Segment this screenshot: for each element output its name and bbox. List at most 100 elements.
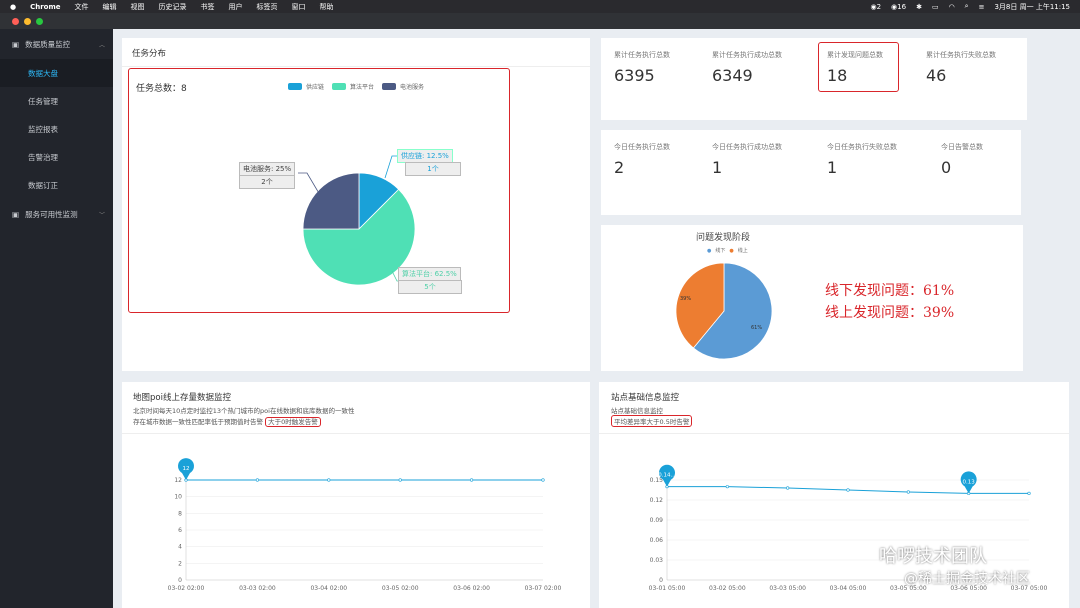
value-marker-pin — [659, 464, 675, 487]
problem-legend: ● 线下 ● 线上 — [707, 247, 748, 255]
y-tick-label: 0.09 — [650, 517, 664, 524]
menu-edit[interactable]: 编辑 — [102, 2, 117, 11]
sidebar-group-label: 数据质量监控 — [25, 39, 71, 49]
data-point[interactable] — [786, 486, 790, 490]
stat-today-executions: 今日任务执行总数 2 — [614, 142, 670, 177]
pie-slice-2[interactable] — [302, 172, 360, 230]
menu-history[interactable]: 历史记录 — [158, 2, 187, 11]
app-name[interactable]: Chrome — [30, 2, 61, 11]
y-tick-label: 2 — [178, 560, 182, 567]
stat-total-success: 累计任务执行成功总数 6349 — [712, 50, 782, 85]
x-tick-label: 03-01 05:00 — [649, 585, 686, 592]
site-line-chart: 0 0.03 0.06 0.09 0.12 0.15 03-01 05:00 03-02 05… — [649, 464, 1047, 592]
y-tick-label: 0 — [659, 577, 663, 584]
sidebar-group-data-quality[interactable]: ▣ 数据质量监控 ︿ — [0, 29, 113, 59]
menu-help[interactable]: 帮助 — [319, 2, 334, 11]
legend-dot: ● — [707, 247, 712, 254]
legend-swatch[interactable] — [332, 83, 347, 90]
legend-label[interactable]: 线下 — [715, 248, 726, 254]
stat-value: 6349 — [712, 66, 753, 85]
sidebar-item-monitor-report[interactable]: 监控报表 — [28, 124, 58, 134]
sidebar-group-service-availability[interactable]: ▣ 服务可用性监测 ﹀ — [0, 199, 113, 229]
highlight-box — [818, 42, 899, 92]
chevron-down-icon: ﹀ — [98, 211, 105, 219]
x-tick-label: 03-06 05:00 — [950, 585, 987, 592]
y-tick-label: 10 — [174, 494, 182, 501]
maximize-window-button[interactable] — [36, 18, 43, 25]
callout-supply-chain: 供应链: 12.5% — [397, 149, 453, 163]
data-point[interactable] — [398, 478, 402, 482]
data-point[interactable] — [327, 478, 331, 482]
problem-pie-chart — [675, 262, 773, 360]
menu-view[interactable]: 视图 — [130, 2, 145, 11]
menubar-clock[interactable]: 3月8日 周一 上午11:15 — [994, 2, 1070, 11]
data-point[interactable] — [906, 490, 910, 494]
data-point[interactable] — [846, 488, 850, 492]
chat-badge-icon[interactable]: ◉16 — [891, 2, 907, 11]
stat-label: 今日任务执行总数 — [614, 143, 670, 151]
pie-slice-1[interactable] — [675, 262, 725, 349]
value-marker-pin — [178, 458, 194, 480]
x-tick-label: 03-05 02:00 — [382, 585, 419, 592]
callout-label: 电池服务: 25% — [243, 165, 292, 173]
notification-badge-icon[interactable]: ◉2 — [870, 2, 882, 11]
data-point[interactable] — [541, 478, 545, 482]
data-point[interactable] — [255, 478, 259, 482]
card-title: 站点基础信息监控 — [611, 393, 680, 403]
minimize-window-button[interactable] — [24, 18, 31, 25]
poi-line-chart: 0 2 4 6 8 10 12 03-02 02:00 03-03 02:00 03-04 02:… — [168, 458, 562, 592]
stat-label: 今日告警总数 — [941, 143, 983, 151]
sidebar: ▣ 数据质量监控 ︿ 数据大盘 任务管理 监控报表 告警治理 数据订正 ▣ 服务… — [0, 29, 113, 608]
x-tick-label: 03-04 02:00 — [310, 585, 347, 592]
y-tick-label: 0 — [178, 577, 182, 584]
menu-window[interactable]: 窗口 — [291, 2, 306, 11]
x-tick-label: 03-07 02:00 — [525, 585, 562, 592]
menu-bookmarks[interactable]: 书签 — [200, 2, 215, 11]
x-tick-label: 03-03 02:00 — [239, 585, 276, 592]
sidebar-item-alert-governance[interactable]: 告警治理 — [28, 152, 58, 162]
sidebar-item-task-management[interactable]: 任务管理 — [28, 96, 58, 106]
legend-label[interactable]: 线上 — [737, 248, 748, 254]
value-marker-label: 0.14... — [658, 473, 676, 479]
chevron-up-icon: ︿ — [98, 41, 105, 49]
close-window-button[interactable] — [12, 18, 19, 25]
site-alert-condition: 平均差异率大于0.5时告警 — [611, 415, 693, 427]
legend-swatch[interactable] — [382, 83, 397, 90]
wifi-icon[interactable]: ◠ — [948, 2, 955, 11]
monitor-icon: ▣ — [12, 209, 20, 219]
pie-pct-online: 39% — [680, 296, 692, 302]
search-icon[interactable]: ⌕ — [964, 2, 969, 10]
pie-slice-1[interactable] — [302, 188, 416, 286]
legend-swatch[interactable] — [288, 83, 302, 90]
data-point[interactable] — [1027, 491, 1031, 495]
data-point[interactable] — [470, 478, 474, 482]
pie-legend: 供应链 算法平台 电池服务 — [288, 82, 424, 91]
legend-label[interactable]: 算法平台 — [350, 84, 375, 91]
menu-user[interactable]: 用户 — [228, 2, 243, 11]
highlight-box — [128, 68, 510, 313]
y-tick-label: 8 — [178, 510, 182, 517]
stat-label: 今日任务执行失败总数 — [827, 143, 897, 151]
y-tick-label: 4 — [178, 544, 182, 551]
legend-label[interactable]: 供应链 — [306, 84, 325, 91]
menu-file[interactable]: 文件 — [74, 2, 89, 11]
sidebar-item-data-correction[interactable]: 数据订正 — [28, 180, 58, 190]
pie-slice-0[interactable] — [692, 262, 773, 360]
stat-total-executions: 累计任务执行总数 6395 — [614, 50, 670, 85]
menu-tabs[interactable]: 标签页 — [256, 2, 278, 11]
apple-icon[interactable]: ● — [10, 2, 17, 11]
bluetooth-icon[interactable]: ✱ — [916, 2, 922, 11]
callout-label: 算法平台: 62.5% — [402, 270, 457, 278]
control-center-icon[interactable]: ≡ — [978, 2, 985, 11]
watermark-community: @稀土掘金技术社区 — [904, 571, 1030, 587]
y-tick-label: 0.06 — [650, 537, 664, 544]
battery-icon[interactable]: ▭ — [931, 2, 939, 11]
sidebar-item-dashboard[interactable]: 数据大盘 — [0, 59, 113, 87]
leader-line-battery — [298, 172, 321, 196]
legend-label[interactable]: 电池服务 — [400, 84, 425, 91]
sidebar-group-label: 服务可用性监测 — [25, 209, 78, 219]
data-point[interactable] — [725, 485, 729, 489]
annotation-online: 线上发现问题：39% — [825, 305, 955, 321]
site-monitor-card: 站点基础信息监控 站点基础信息监控 平均差异率大于0.5时告警 0 0.03 0.0… — [599, 382, 1069, 608]
stat-value: 6395 — [614, 66, 655, 85]
